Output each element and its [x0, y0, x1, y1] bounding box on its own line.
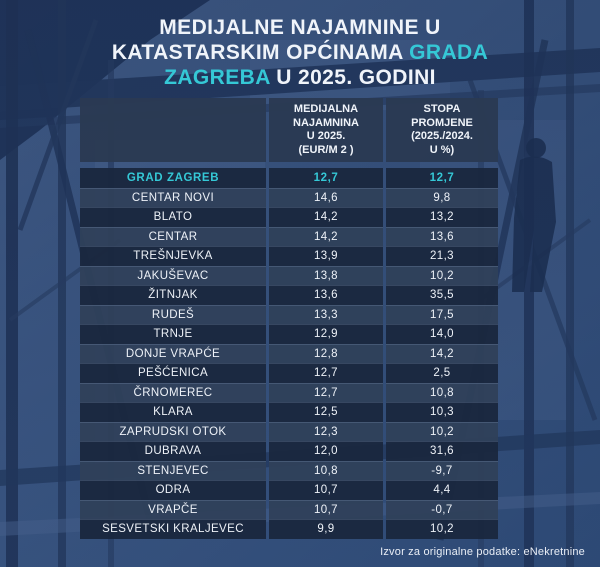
municipality-name: TRNJE: [80, 324, 266, 344]
rent-value: 12,0: [269, 441, 383, 461]
municipality-name: DONJE VRAPĆE: [80, 343, 266, 363]
municipality-name: RUDEŠ: [80, 304, 266, 324]
change-value: -0,7: [386, 499, 498, 519]
table-row: PEŠĆENICA 12,7 2,5: [80, 363, 498, 383]
table-row: DUBRAVA 12,0 31,6: [80, 441, 498, 461]
municipality-name: ČRNOMEREC: [80, 382, 266, 402]
header-median-rent: MEDIJALNA NAJAMNINA U 2025. (EUR/M 2 ): [269, 98, 383, 162]
change-value: 10,2: [386, 265, 498, 285]
municipality-name: KLARA: [80, 402, 266, 422]
table-header: MEDIJALNA NAJAMNINA U 2025. (EUR/M 2 ) S…: [80, 98, 498, 162]
rent-value: 10,8: [269, 460, 383, 480]
rent-value: 14,2: [269, 207, 383, 227]
rent-value: 12,9: [269, 324, 383, 344]
change-value: 10,3: [386, 402, 498, 422]
rent-value: 13,3: [269, 304, 383, 324]
title-text: KATASTARSKIM OPĆINAMA: [111, 41, 410, 64]
municipality-name: CENTAR: [80, 226, 266, 246]
title-line: ZAGREBA U 2025. GODINI: [0, 65, 600, 90]
title-text: MEDIJALNE NAJAMNINE U: [159, 16, 441, 39]
change-value: 10,8: [386, 382, 498, 402]
rent-value: 12,8: [269, 343, 383, 363]
rent-value: 14,6: [269, 187, 383, 207]
title-line: KATASTARSKIM OPĆINAMA GRADA: [0, 40, 600, 65]
change-value: 31,6: [386, 441, 498, 461]
change-value: 12,7: [386, 168, 498, 188]
change-value: 4,4: [386, 480, 498, 500]
change-value: 9,8: [386, 187, 498, 207]
change-value: 35,5: [386, 285, 498, 305]
rent-value: 14,2: [269, 226, 383, 246]
table-row: KLARA 12,5 10,3: [80, 402, 498, 422]
table-row: ŽITNJAK 13,6 35,5: [80, 285, 498, 305]
table-row: VRAPČE 10,7 -0,7: [80, 499, 498, 519]
table-row: ČRNOMEREC 12,7 10,8: [80, 382, 498, 402]
source-credit: Izvor za originalne podatke: eNekretnine: [380, 546, 585, 558]
municipality-name: GRAD ZAGREB: [80, 168, 266, 188]
municipality-name: ODRA: [80, 480, 266, 500]
rent-value: 10,7: [269, 480, 383, 500]
rent-value: 12,3: [269, 421, 383, 441]
title-accent-text: GRADA: [409, 41, 489, 64]
title-accent-text: ZAGREBA: [164, 66, 270, 89]
municipality-name: ZAPRUDSKI OTOK: [80, 421, 266, 441]
rent-value: 13,9: [269, 246, 383, 266]
rent-value: 10,7: [269, 499, 383, 519]
table-row: BLATO 14,2 13,2: [80, 207, 498, 227]
rent-value: 12,7: [269, 363, 383, 383]
rent-table: MEDIJALNA NAJAMNINA U 2025. (EUR/M 2 ) S…: [80, 98, 498, 539]
municipality-name: BLATO: [80, 207, 266, 227]
municipality-name: DUBRAVA: [80, 441, 266, 461]
municipality-name: SESVETSKI KRALJEVEC: [80, 519, 266, 539]
municipality-name: PEŠĆENICA: [80, 363, 266, 383]
municipality-name: ŽITNJAK: [80, 285, 266, 305]
table-row: JAKUŠEVAC 13,8 10,2: [80, 265, 498, 285]
page-title: MEDIJALNE NAJAMNINE U KATASTARSKIM OPĆINA…: [0, 15, 600, 90]
table-row: CENTAR NOVI 14,6 9,8: [80, 187, 498, 207]
title-line: MEDIJALNE NAJAMNINE U: [0, 15, 600, 40]
change-value: 2,5: [386, 363, 498, 383]
table-row: TREŠNJEVKA 13,9 21,3: [80, 246, 498, 266]
municipality-name: CENTAR NOVI: [80, 187, 266, 207]
table-body: GRAD ZAGREB 12,7 12,7 CENTAR NOVI 14,6 9,8 BLA…: [80, 168, 498, 539]
rent-value: 13,8: [269, 265, 383, 285]
table-row: TRNJE 12,9 14,0: [80, 324, 498, 344]
table-row: ODRA 10,7 4,4: [80, 480, 498, 500]
header-change-rate: STOPA PROMJENE (2025./2024. U %): [386, 98, 498, 162]
municipality-name: TREŠNJEVKA: [80, 246, 266, 266]
municipality-name: STENJEVEC: [80, 460, 266, 480]
table-row: RUDEŠ 13,3 17,5: [80, 304, 498, 324]
rent-value: 13,6: [269, 285, 383, 305]
table-row: CENTAR 14,2 13,6: [80, 226, 498, 246]
change-value: 14,2: [386, 343, 498, 363]
rent-value: 12,7: [269, 382, 383, 402]
change-value: 13,2: [386, 207, 498, 227]
change-value: 14,0: [386, 324, 498, 344]
change-value: 10,2: [386, 421, 498, 441]
change-value: 21,3: [386, 246, 498, 266]
rent-value: 9,9: [269, 519, 383, 539]
change-value: -9,7: [386, 460, 498, 480]
municipality-name: VRAPČE: [80, 499, 266, 519]
change-value: 10,2: [386, 519, 498, 539]
table-row: DONJE VRAPĆE 12,8 14,2: [80, 343, 498, 363]
header-municipality: [80, 98, 266, 162]
change-value: 17,5: [386, 304, 498, 324]
table-row: STENJEVEC 10,8 -9,7: [80, 460, 498, 480]
municipality-name: JAKUŠEVAC: [80, 265, 266, 285]
rent-value: 12,7: [269, 168, 383, 188]
table-row: ZAPRUDSKI OTOK 12,3 10,2: [80, 421, 498, 441]
change-value: 13,6: [386, 226, 498, 246]
table-row: SESVETSKI KRALJEVEC 9,9 10,2: [80, 519, 498, 539]
title-text: U 2025. GODINI: [269, 66, 436, 89]
table-row: GRAD ZAGREB 12,7 12,7: [80, 168, 498, 188]
rent-value: 12,5: [269, 402, 383, 422]
